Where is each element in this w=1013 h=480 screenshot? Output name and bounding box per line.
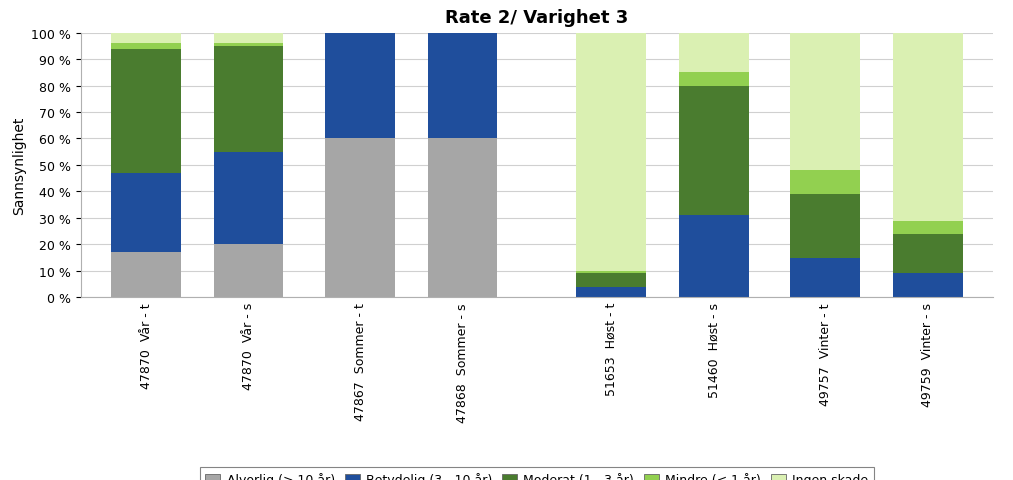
Bar bbox=[325, 139, 395, 298]
Bar bbox=[576, 274, 646, 287]
Bar bbox=[214, 34, 284, 44]
Bar bbox=[214, 153, 284, 245]
Bar bbox=[427, 34, 497, 139]
Bar bbox=[214, 47, 284, 152]
Bar bbox=[892, 234, 962, 274]
Bar bbox=[790, 171, 860, 195]
Bar bbox=[679, 73, 749, 86]
Y-axis label: Sannsynlighet: Sannsynlighet bbox=[12, 117, 26, 215]
Bar bbox=[111, 34, 181, 44]
Title: Rate 2/ Varighet 3: Rate 2/ Varighet 3 bbox=[446, 9, 628, 26]
Bar bbox=[790, 258, 860, 298]
Bar bbox=[111, 174, 181, 252]
Bar bbox=[790, 34, 860, 171]
Bar bbox=[111, 44, 181, 49]
Bar bbox=[111, 252, 181, 298]
Bar bbox=[427, 139, 497, 298]
Bar bbox=[111, 49, 181, 174]
Bar bbox=[892, 34, 962, 221]
Bar bbox=[214, 44, 284, 47]
Bar bbox=[679, 86, 749, 216]
Bar bbox=[214, 245, 284, 298]
Bar bbox=[576, 34, 646, 271]
Bar bbox=[790, 195, 860, 258]
Bar bbox=[892, 221, 962, 234]
Bar bbox=[892, 274, 962, 298]
Bar bbox=[679, 216, 749, 298]
Legend: Alvorlig (> 10 år), Betydelig (3 - 10 år), Moderat (1 - 3 år), Mindre (< 1 år), : Alvorlig (> 10 år), Betydelig (3 - 10 år… bbox=[201, 468, 873, 480]
Bar bbox=[679, 34, 749, 73]
Bar bbox=[576, 287, 646, 298]
Bar bbox=[576, 271, 646, 274]
Bar bbox=[325, 34, 395, 139]
